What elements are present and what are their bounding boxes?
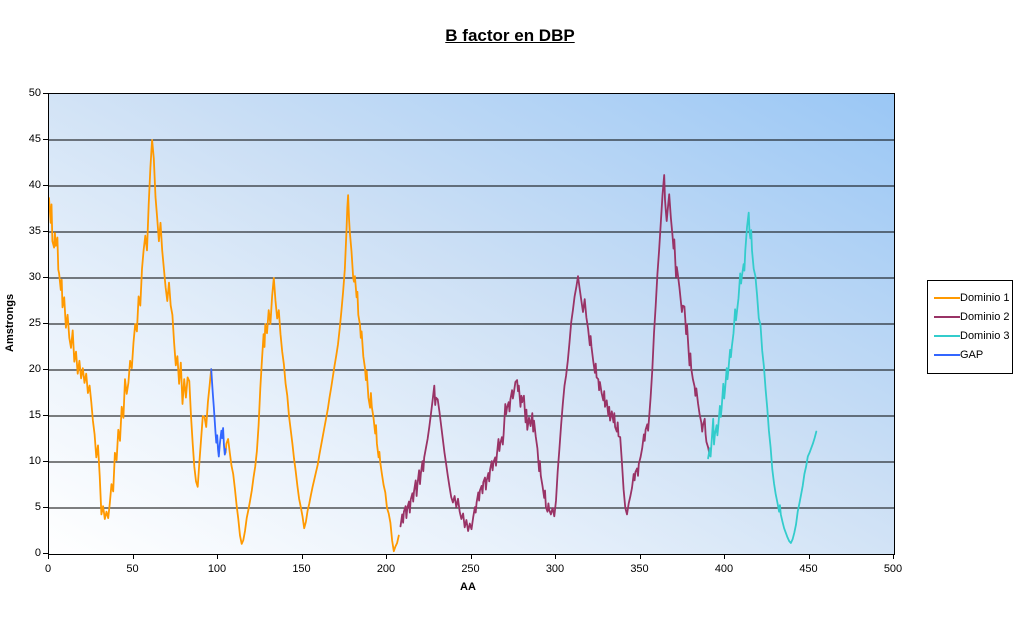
legend-label: Dominio 1 bbox=[960, 292, 1010, 304]
chart-title: B factor en DBP bbox=[445, 26, 575, 45]
x-tick-mark bbox=[48, 554, 49, 559]
legend-item-dominio-3: Dominio 3 bbox=[934, 328, 1010, 344]
y-tick-mark bbox=[43, 369, 48, 370]
x-tick-label: 50 bbox=[126, 563, 139, 575]
x-tick-label: 400 bbox=[714, 563, 734, 575]
x-tick-label: 300 bbox=[545, 563, 565, 575]
y-tick-mark bbox=[43, 93, 48, 94]
y-tick-mark bbox=[43, 277, 48, 278]
legend-label: GAP bbox=[960, 349, 984, 361]
legend-item-dominio-2: Dominio 2 bbox=[934, 309, 1010, 325]
legend-line-sample bbox=[934, 297, 960, 299]
legend: Dominio 1 Dominio 2 Dominio 3 GAP bbox=[927, 280, 1013, 374]
x-tick-label: 150 bbox=[292, 563, 311, 575]
x-tick-label: 250 bbox=[461, 563, 480, 575]
y-tick-label: 50 bbox=[28, 87, 41, 99]
series-line-dominio-2 bbox=[399, 174, 711, 532]
y-tick-mark bbox=[43, 323, 48, 324]
series-line-dominio-1 bbox=[224, 194, 400, 553]
y-tick-mark bbox=[43, 139, 48, 140]
x-tick-label: 450 bbox=[799, 563, 818, 575]
x-tick-label: 200 bbox=[376, 563, 396, 575]
x-tick-mark bbox=[555, 554, 556, 559]
x-tick-mark bbox=[893, 554, 894, 559]
y-tick-mark bbox=[43, 185, 48, 186]
y-tick-label: 40 bbox=[28, 179, 41, 191]
x-tick-mark bbox=[724, 554, 725, 559]
y-tick-label: 35 bbox=[28, 225, 41, 237]
y-tick-label: 0 bbox=[34, 547, 41, 559]
series-line-dominio-3 bbox=[707, 211, 818, 544]
legend-label: Dominio 3 bbox=[960, 330, 1010, 342]
plot-area bbox=[48, 93, 895, 555]
y-tick-mark bbox=[43, 461, 48, 462]
x-tick-mark bbox=[301, 554, 303, 559]
x-tick-label: 0 bbox=[44, 563, 52, 575]
x-tick-mark bbox=[639, 554, 641, 559]
y-tick-label: 45 bbox=[28, 133, 41, 145]
y-tick-label: 20 bbox=[28, 363, 41, 375]
x-tick-mark bbox=[386, 554, 387, 559]
x-tick-mark bbox=[808, 554, 810, 559]
y-tick-mark bbox=[43, 507, 48, 508]
series-line-gap bbox=[210, 368, 227, 458]
legend-item-gap: GAP bbox=[934, 347, 1007, 363]
y-tick-mark bbox=[43, 415, 48, 416]
y-axis-title: Amstrongs bbox=[4, 293, 16, 353]
legend-line-sample bbox=[934, 354, 960, 356]
x-tick-label: 500 bbox=[883, 563, 903, 575]
y-tick-label: 30 bbox=[28, 271, 41, 283]
x-axis-title: AA bbox=[460, 581, 476, 593]
legend-line-sample bbox=[934, 335, 960, 337]
legend-item-dominio-1: Dominio 1 bbox=[934, 290, 1010, 306]
y-tick-mark bbox=[43, 553, 48, 554]
x-tick-label: 100 bbox=[207, 563, 227, 575]
x-tick-mark bbox=[470, 554, 472, 559]
x-tick-mark bbox=[132, 554, 134, 559]
y-tick-label: 25 bbox=[28, 317, 41, 329]
legend-label: Dominio 2 bbox=[960, 311, 1010, 323]
legend-line-sample bbox=[934, 316, 960, 318]
x-tick-mark bbox=[217, 554, 218, 559]
series-line-dominio-1 bbox=[49, 139, 213, 520]
series-plot bbox=[49, 139, 894, 553]
y-tick-mark bbox=[43, 231, 48, 232]
y-tick-label: 10 bbox=[28, 455, 41, 467]
y-tick-label: 15 bbox=[28, 409, 41, 421]
x-tick-label: 350 bbox=[630, 563, 649, 575]
y-tick-label: 5 bbox=[34, 501, 41, 513]
